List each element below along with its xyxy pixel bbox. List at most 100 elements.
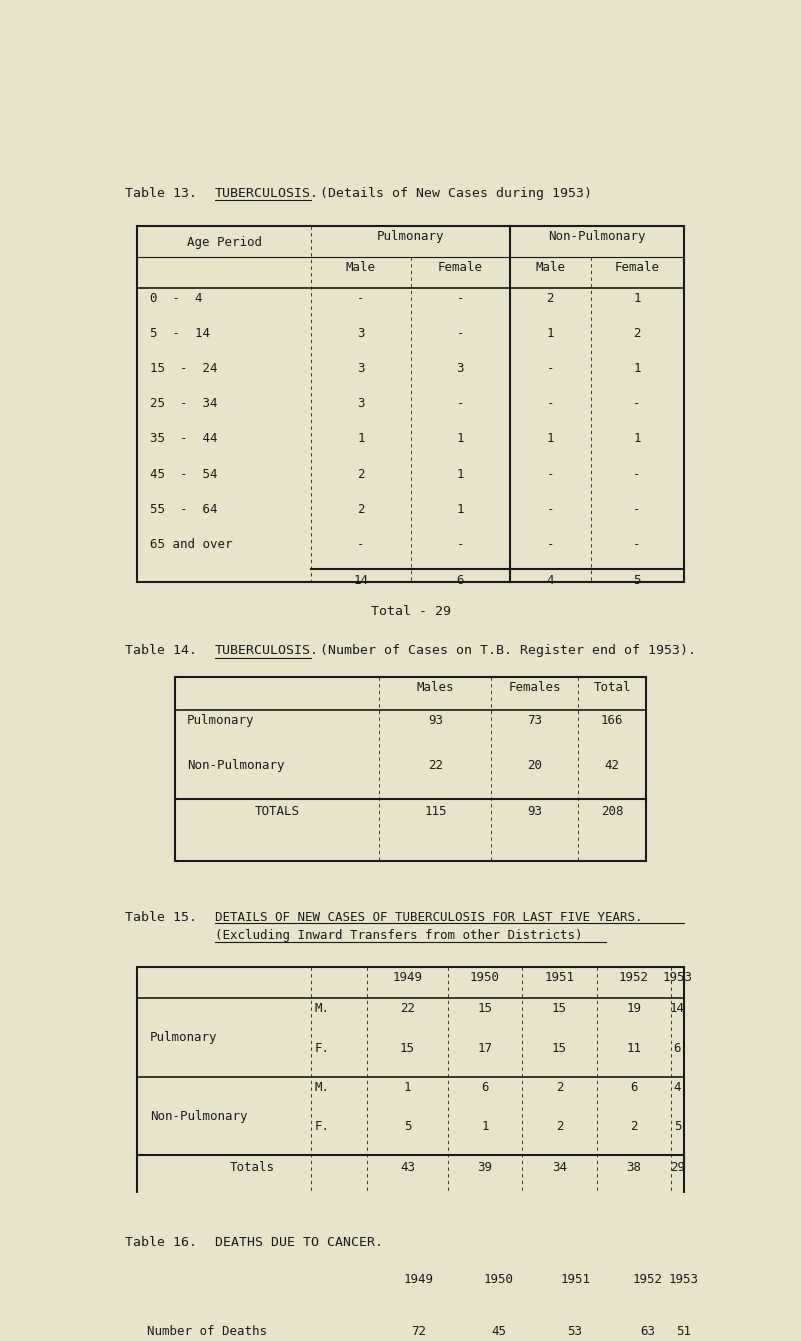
Text: DEATHS DUE TO CANCER.: DEATHS DUE TO CANCER. [215, 1236, 383, 1248]
Text: 3: 3 [357, 327, 364, 341]
Text: 1949: 1949 [392, 971, 422, 984]
Text: 1953: 1953 [662, 971, 692, 984]
Text: 6: 6 [481, 1081, 489, 1094]
Text: (Details of New Cases during 1953): (Details of New Cases during 1953) [312, 186, 593, 200]
Text: 1951: 1951 [545, 971, 574, 984]
Text: Pulmonary: Pulmonary [150, 1031, 217, 1045]
Text: 3: 3 [457, 362, 464, 375]
Text: -: - [357, 538, 364, 551]
Text: Table 16.: Table 16. [125, 1236, 197, 1248]
Text: -: - [457, 538, 464, 551]
Text: 208: 208 [601, 805, 623, 818]
Text: 5: 5 [634, 574, 641, 587]
Text: 14: 14 [353, 574, 368, 587]
Text: 17: 17 [477, 1042, 493, 1055]
Text: 55  -  64: 55 - 64 [150, 503, 217, 516]
Text: 5  -  14: 5 - 14 [150, 327, 210, 341]
Text: 2: 2 [634, 327, 641, 341]
Text: 35  -  44: 35 - 44 [150, 433, 217, 445]
Text: Non-Pulmonary: Non-Pulmonary [187, 759, 284, 772]
Text: 34: 34 [552, 1161, 567, 1175]
Text: 1950: 1950 [470, 971, 500, 984]
Text: 38: 38 [626, 1161, 642, 1175]
Text: 25  -  34: 25 - 34 [150, 397, 217, 410]
Text: 1: 1 [457, 503, 464, 516]
Text: Male: Male [535, 261, 566, 274]
Text: Table 13.: Table 13. [125, 186, 197, 200]
Text: Totals: Totals [230, 1161, 275, 1175]
Text: 1: 1 [357, 433, 364, 445]
Text: 1: 1 [457, 468, 464, 480]
Text: TUBERCULOSIS.: TUBERCULOSIS. [215, 644, 319, 657]
Text: 19: 19 [626, 1003, 642, 1015]
Text: F.: F. [314, 1120, 329, 1133]
Text: 1: 1 [546, 327, 554, 341]
Text: M.: M. [314, 1003, 329, 1015]
Text: TUBERCULOSIS.: TUBERCULOSIS. [215, 186, 319, 200]
Text: 14: 14 [670, 1003, 685, 1015]
Text: -: - [546, 362, 554, 375]
Text: 1950: 1950 [484, 1273, 514, 1286]
Text: -: - [634, 397, 641, 410]
Text: 166: 166 [601, 715, 623, 727]
Text: Male: Male [346, 261, 376, 274]
Text: 1: 1 [634, 292, 641, 304]
Text: DETAILS OF NEW CASES OF TUBERCULOSIS FOR LAST FIVE YEARS.: DETAILS OF NEW CASES OF TUBERCULOSIS FOR… [215, 911, 642, 924]
Text: 1953: 1953 [669, 1273, 698, 1286]
Text: 72: 72 [411, 1325, 426, 1338]
Text: 0  -  4: 0 - 4 [150, 292, 203, 304]
Text: -: - [634, 503, 641, 516]
Text: 15: 15 [400, 1042, 415, 1055]
Text: Pulmonary: Pulmonary [187, 715, 255, 727]
Text: 43: 43 [400, 1161, 415, 1175]
Text: -: - [546, 468, 554, 480]
Text: 1: 1 [404, 1081, 411, 1094]
Text: 2: 2 [357, 503, 364, 516]
Text: 2: 2 [556, 1081, 563, 1094]
Text: -: - [634, 468, 641, 480]
Text: 4: 4 [546, 574, 554, 587]
Text: 6: 6 [630, 1081, 638, 1094]
Text: 11: 11 [626, 1042, 642, 1055]
Bar [138, 1269, 683, 1341]
Text: Total: Total [594, 681, 631, 695]
Text: -: - [457, 397, 464, 410]
Text: 1: 1 [481, 1120, 489, 1133]
Text: 2: 2 [357, 468, 364, 480]
Text: Total - 29: Total - 29 [371, 605, 450, 618]
Text: Age Period: Age Period [187, 236, 262, 249]
Text: -: - [457, 327, 464, 341]
Text: Female: Female [614, 261, 659, 274]
Text: Pulmonary: Pulmonary [376, 231, 445, 243]
Text: 65 and over: 65 and over [150, 538, 232, 551]
Text: Number of Deaths: Number of Deaths [147, 1325, 267, 1338]
Text: 20: 20 [527, 759, 542, 772]
Text: 6: 6 [674, 1042, 681, 1055]
Text: 1: 1 [457, 433, 464, 445]
Text: 6: 6 [457, 574, 464, 587]
Text: 5: 5 [404, 1120, 411, 1133]
Text: Non-Pulmonary: Non-Pulmonary [150, 1109, 248, 1122]
Text: 2: 2 [630, 1120, 638, 1133]
Text: 73: 73 [527, 715, 542, 727]
Text: 2: 2 [546, 292, 554, 304]
Text: 1: 1 [634, 433, 641, 445]
Text: 15: 15 [552, 1042, 567, 1055]
Bar [138, 227, 683, 582]
Text: 1952: 1952 [619, 971, 649, 984]
Text: 4: 4 [674, 1081, 681, 1094]
Text: 93: 93 [527, 805, 542, 818]
Text: 63: 63 [641, 1325, 655, 1338]
Text: M.: M. [314, 1081, 329, 1094]
Text: 5: 5 [674, 1120, 681, 1133]
Text: 22: 22 [428, 759, 443, 772]
Text: Female: Female [437, 261, 483, 274]
Text: 15: 15 [477, 1003, 493, 1015]
Text: (Excluding Inward Transfers from other Districts): (Excluding Inward Transfers from other D… [215, 929, 582, 943]
Text: 42: 42 [605, 759, 620, 772]
Text: 1949: 1949 [403, 1273, 433, 1286]
Text: 3: 3 [357, 397, 364, 410]
Text: 3: 3 [357, 362, 364, 375]
Text: 53: 53 [568, 1325, 582, 1338]
Text: -: - [357, 292, 364, 304]
